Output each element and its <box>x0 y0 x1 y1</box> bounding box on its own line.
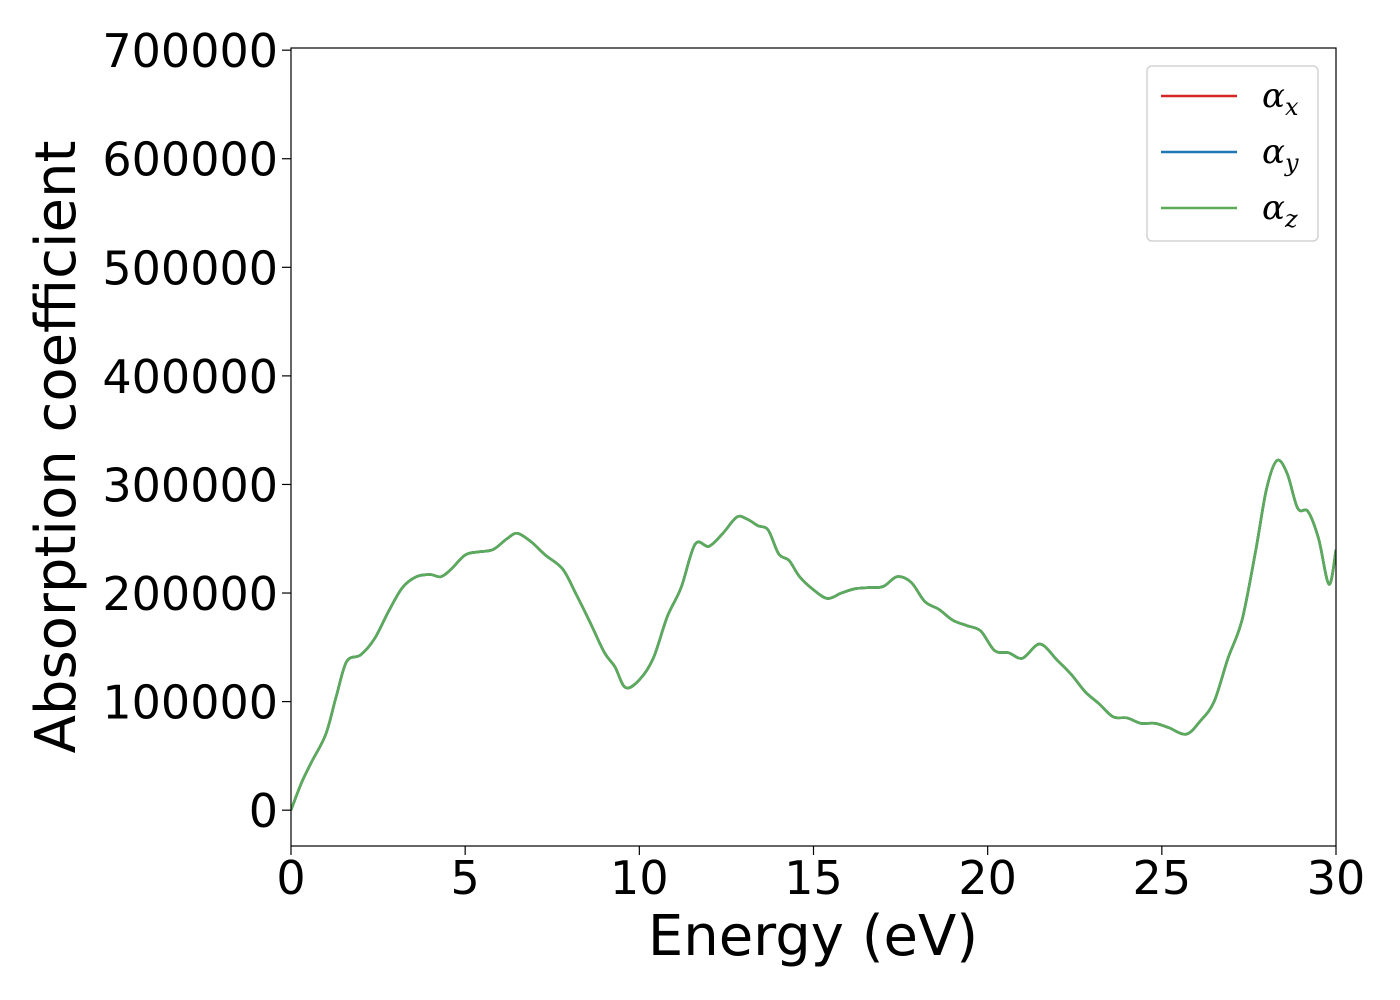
y-tick-label: 500000 <box>102 241 278 295</box>
x-tick-label: 10 <box>610 851 669 905</box>
legend-subscript: x <box>1285 93 1299 121</box>
x-tick-label: 20 <box>958 851 1017 905</box>
x-axis: 0 5 10 15 20 25 30 <box>276 846 1365 905</box>
y-tick-label: 300000 <box>102 458 278 512</box>
legend-label: αx <box>1262 76 1299 121</box>
legend-label: αz <box>1262 188 1298 233</box>
legend-box <box>1146 65 1319 242</box>
legend-label: αy <box>1262 132 1299 177</box>
series-layer <box>291 458 1336 811</box>
x-tick-label: 0 <box>276 851 305 905</box>
legend-symbol: α <box>1262 188 1285 228</box>
legend-subscript: y <box>1284 149 1299 177</box>
y-axis-title: Absorption coefficient <box>24 141 89 754</box>
x-axis-title: Energy (eV) <box>648 904 978 969</box>
legend-symbol: α <box>1262 132 1285 172</box>
series-line-alpha-z <box>291 458 1336 811</box>
x-tick-label: 30 <box>1307 851 1366 905</box>
x-tick-label: 5 <box>451 851 480 905</box>
x-tick-label: 25 <box>1133 851 1192 905</box>
y-tick-label: 600000 <box>102 133 278 187</box>
legend-symbol: α <box>1262 76 1285 116</box>
legend-subscript: z <box>1284 205 1298 233</box>
x-tick-label: 15 <box>784 851 843 905</box>
y-tick-label: 200000 <box>102 567 278 621</box>
y-tick-label: 700000 <box>102 24 278 78</box>
y-tick-label: 400000 <box>102 350 278 404</box>
y-tick-label: 0 <box>249 784 278 838</box>
y-axis: 0 100000 200000 300000 400000 500000 600000 700… <box>102 24 291 838</box>
y-tick-label: 100000 <box>102 676 278 730</box>
